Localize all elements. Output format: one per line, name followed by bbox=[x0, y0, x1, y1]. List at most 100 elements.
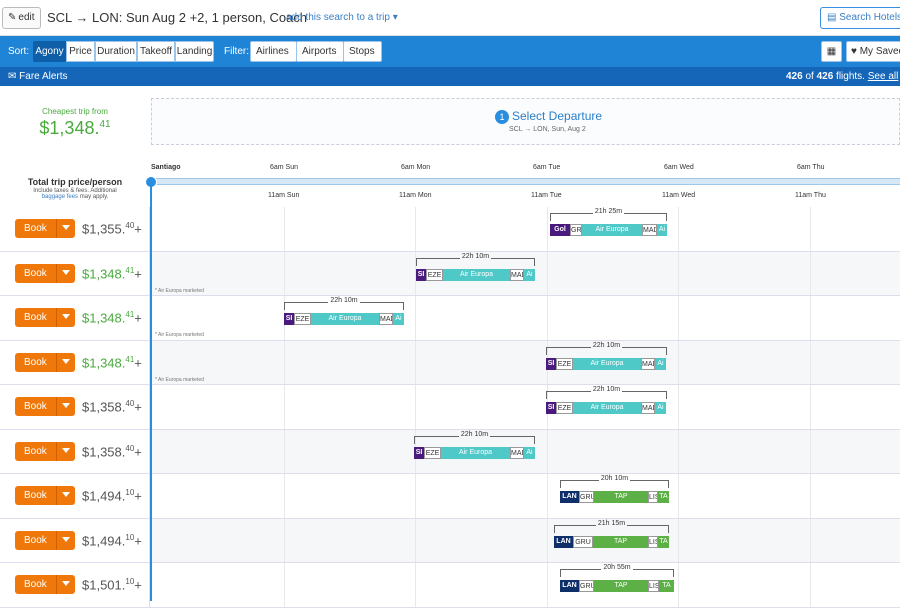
itinerary-segment[interactable]: LIS bbox=[648, 580, 659, 592]
flight-row[interactable]: Book $1,494.10+ 21h 15m LANGRUTAPLISTA bbox=[0, 518, 900, 563]
edit-button[interactable]: ✎ edit bbox=[2, 7, 41, 29]
fare-cell: Book $1,358.40+ bbox=[0, 385, 150, 429]
book-button[interactable]: Book bbox=[15, 575, 75, 594]
dropdown-arrow-icon[interactable] bbox=[62, 492, 70, 497]
itinerary-segment[interactable]: MAD bbox=[641, 402, 655, 414]
itinerary-segment[interactable]: Air Europa bbox=[311, 313, 379, 325]
itinerary-segment[interactable]: EZE bbox=[556, 402, 573, 414]
itinerary-segment[interactable]: GRU bbox=[579, 491, 594, 503]
dropdown-arrow-icon[interactable] bbox=[62, 447, 70, 453]
my-saved-button[interactable]: ♥ My Saved Fr bbox=[846, 41, 900, 62]
itinerary-segment[interactable]: GRU bbox=[570, 224, 582, 236]
flight-row[interactable]: Book $1,348.41+ * Air Europa marketed 22h… bbox=[0, 340, 900, 385]
itinerary-segment[interactable]: EZE bbox=[294, 313, 311, 325]
itinerary-segment[interactable]: LIS bbox=[648, 535, 658, 548]
itinerary-segment[interactable]: Ai bbox=[524, 268, 535, 281]
itinerary-segment[interactable]: LAN bbox=[560, 580, 579, 592]
fare-alerts-link[interactable]: ✉ Fare Alerts bbox=[8, 71, 68, 82]
book-button[interactable]: Book bbox=[15, 219, 75, 238]
search-hotels-button[interactable]: ▤ Search Hotels i bbox=[820, 7, 900, 29]
itinerary-segment[interactable]: SI bbox=[284, 313, 294, 325]
itinerary-segment[interactable]: Air Europa bbox=[443, 268, 510, 281]
book-button[interactable]: Book bbox=[15, 530, 75, 550]
fare-price: $1,348.41+ bbox=[82, 310, 142, 326]
itinerary-segment[interactable]: GRU bbox=[579, 580, 594, 592]
select-departure-subtitle: SCL → LON, Sun, Aug 2 bbox=[509, 126, 586, 133]
book-button[interactable]: Book bbox=[15, 263, 75, 283]
itinerary-segment[interactable]: Air Europa bbox=[582, 224, 642, 236]
itinerary-segment[interactable]: Ai bbox=[655, 402, 666, 414]
timeline-slider[interactable] bbox=[150, 178, 900, 185]
filter-airlines[interactable]: Airlines ▾ bbox=[250, 41, 297, 76]
itinerary-segment[interactable]: Ai bbox=[655, 357, 666, 370]
itinerary-segment[interactable]: SI bbox=[546, 357, 556, 370]
pencil-icon: ✎ bbox=[8, 12, 17, 23]
itinerary-segment[interactable]: TAP bbox=[594, 491, 648, 503]
itinerary-segment[interactable]: TAP bbox=[594, 580, 648, 592]
fare-price: $1,348.41+ bbox=[82, 354, 142, 370]
sort-landing[interactable]: Landing bbox=[175, 41, 214, 62]
flight-row[interactable]: Book $1,358.40+ 22h 10m SI EZE Air Europa MA… bbox=[0, 385, 900, 430]
book-button[interactable]: Book bbox=[15, 486, 75, 505]
itinerary-segment[interactable]: Air Europa bbox=[573, 357, 641, 370]
grid-line bbox=[415, 251, 416, 295]
itinerary-segment[interactable]: TAP bbox=[593, 535, 648, 548]
itinerary-segment[interactable]: MAD bbox=[641, 357, 655, 370]
add-to-trip-link[interactable]: add this search to a trip ▾ bbox=[286, 12, 398, 23]
flight-count: 426 of 426 flights. See all fro bbox=[786, 71, 899, 82]
search-summary[interactable]: SCL → LON: Sun Aug 2 +2, 1 person, Coach bbox=[47, 10, 308, 25]
itinerary-segment[interactable]: SI bbox=[546, 402, 556, 414]
dropdown-arrow-icon[interactable] bbox=[62, 358, 70, 364]
dropdown-arrow-icon[interactable] bbox=[62, 581, 70, 586]
flight-row[interactable]: Book $1,358.40+ 22h 10m SI EZE Air Europa MA… bbox=[0, 429, 900, 474]
itinerary-segment[interactable]: TA bbox=[658, 491, 669, 503]
itinerary-segment[interactable]: EZE bbox=[424, 446, 441, 459]
flight-row[interactable]: Book $1,355.40+ 21h 25m GolGRUAir EuropaM… bbox=[0, 207, 900, 252]
itinerary-segment[interactable]: LAN bbox=[554, 535, 573, 548]
sort-agony[interactable]: Agony bbox=[33, 41, 66, 62]
dropdown-arrow-icon[interactable] bbox=[62, 314, 70, 319]
itinerary-segment[interactable]: MAD bbox=[379, 313, 393, 325]
see-all-link[interactable]: See all bbox=[867, 71, 899, 82]
itinerary-segment[interactable]: SI bbox=[414, 446, 424, 459]
grid-line bbox=[547, 251, 548, 295]
itinerary-segment[interactable]: LIS bbox=[648, 491, 658, 503]
itinerary-segment[interactable]: EZE bbox=[556, 357, 573, 370]
itinerary-segment[interactable]: EZE bbox=[426, 268, 443, 281]
calendar-button[interactable]: ▦ bbox=[821, 41, 842, 62]
fare-cell: Book $1,494.10+ bbox=[0, 518, 150, 562]
timeline-top-tick: 6am Mon bbox=[401, 164, 431, 171]
itinerary-segment[interactable]: GRU bbox=[573, 535, 593, 548]
sort-duration[interactable]: Duration bbox=[95, 41, 137, 62]
book-button[interactable]: Book bbox=[15, 352, 75, 372]
itinerary-segment[interactable]: TA bbox=[658, 535, 669, 548]
dropdown-arrow-icon[interactable] bbox=[62, 403, 70, 408]
itinerary-segment[interactable]: MAD bbox=[510, 268, 524, 281]
select-departure-panel[interactable]: 1 Select Departure SCL → LON, Sun, Aug 2 bbox=[151, 98, 900, 145]
filter-airports[interactable]: Airports ▾ bbox=[296, 41, 344, 76]
dropdown-arrow-icon[interactable] bbox=[62, 269, 70, 275]
itinerary-segment[interactable]: Air Europa bbox=[573, 402, 641, 414]
itinerary-segment[interactable]: Ai bbox=[524, 446, 535, 459]
flight-row[interactable]: Book $1,494.10+ 20h 10m LANGRUTAPLISTA bbox=[0, 474, 900, 519]
book-button[interactable]: Book bbox=[15, 397, 75, 416]
flight-row[interactable]: Book $1,348.41+ * Air Europa marketed 22h… bbox=[0, 251, 900, 296]
sort-takeoff[interactable]: Takeoff bbox=[137, 41, 175, 62]
itinerary-segment[interactable]: Ai bbox=[657, 224, 667, 236]
sort-price[interactable]: Price bbox=[66, 41, 95, 62]
book-button[interactable]: Book bbox=[15, 308, 75, 327]
itinerary-segment[interactable]: MAD bbox=[642, 224, 657, 236]
itinerary-segment[interactable]: SI bbox=[416, 268, 426, 281]
baggage-fees-link[interactable]: baggage fees bbox=[41, 194, 79, 200]
itinerary-segment[interactable]: Air Europa bbox=[441, 446, 510, 459]
flight-row[interactable]: Book $1,348.41+ * Air Europa marketed 22h… bbox=[0, 296, 900, 341]
itinerary-segment[interactable]: TA bbox=[659, 580, 674, 592]
book-button[interactable]: Book bbox=[15, 441, 75, 461]
dropdown-arrow-icon[interactable] bbox=[62, 536, 70, 542]
itinerary-segment[interactable]: Gol bbox=[550, 224, 570, 236]
itinerary-segment[interactable]: MAD bbox=[510, 446, 524, 459]
itinerary-segment[interactable]: Ai bbox=[393, 313, 404, 325]
dropdown-arrow-icon[interactable] bbox=[62, 225, 70, 230]
filter-stops[interactable]: Stops ▾ bbox=[343, 41, 382, 76]
itinerary-segment[interactable]: LAN bbox=[560, 491, 579, 503]
